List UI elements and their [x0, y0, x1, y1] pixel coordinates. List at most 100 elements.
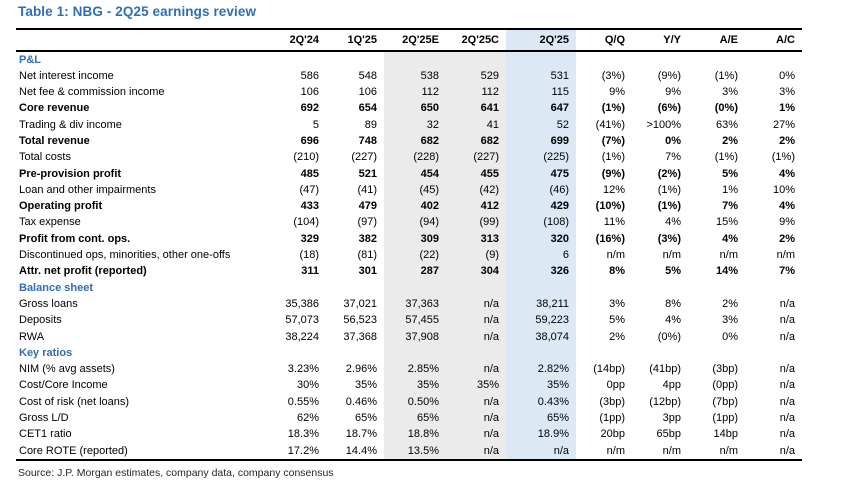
cell: (1%) — [771, 151, 795, 164]
cell: 309 — [384, 231, 446, 248]
cell: n/a — [446, 361, 506, 378]
cell: 17.2% — [266, 443, 326, 462]
cell — [384, 345, 446, 362]
cell: 485 — [300, 167, 319, 180]
row-label: Cost/Core Income — [19, 379, 108, 392]
cell: n/a — [446, 296, 506, 313]
table-body: P&L Net interest income 586 548 538 529 531 (3%… — [16, 51, 802, 462]
cell: n/a — [779, 314, 795, 327]
table-row: CET1 ratio 18.3% 18.7% 18.8% n/a 18.9% 20bp 65b… — [16, 426, 802, 444]
cell: 59,223 — [506, 312, 576, 330]
cell: (9%) — [601, 167, 625, 180]
cell: 4% — [665, 314, 681, 327]
cell: 112 — [384, 84, 446, 101]
cell: (1%) — [714, 151, 738, 164]
cell: 0% — [665, 134, 681, 147]
cell: (1%) — [714, 69, 738, 82]
table-row: Trading & div income 5 89 32 41 52 (41%) >100% 6… — [16, 117, 802, 134]
cell — [632, 51, 688, 68]
table-row: NIM (% avg assets) 3.23% 2.96% 2.85% n/a 2.82… — [16, 361, 802, 378]
cell: 9% — [779, 216, 795, 229]
row-label: Trading & div income — [19, 118, 122, 131]
cell: n/a — [779, 297, 795, 310]
cell: 7% — [722, 200, 738, 213]
row-label: Deposits — [19, 314, 62, 327]
cell: 18.8% — [384, 426, 446, 444]
row-label: Gross L/D — [19, 412, 69, 425]
cell: >100% — [646, 118, 681, 131]
cell: 5% — [722, 167, 738, 180]
table-row: Core revenue 692 654 650 641 647 (1%) (6%) (0%) 1… — [16, 100, 802, 118]
cell: n/a — [446, 443, 506, 462]
cell: (22) — [384, 247, 446, 264]
cell: (3bp) — [712, 363, 738, 376]
row-label: Profit from cont. ops. — [19, 232, 131, 245]
cell: n/a — [446, 394, 506, 411]
table-row: Gross loans 35,386 37,021 37,363 n/a 38,211 3%… — [16, 296, 802, 313]
cell — [506, 280, 576, 297]
table-row: RWA 38,224 37,368 37,908 n/a 38,074 2% (0%) 0% n/… — [16, 329, 802, 346]
cell: n/a — [446, 410, 506, 427]
cell — [506, 51, 576, 69]
cell: (99) — [446, 214, 506, 232]
column-header: 1Q'25 — [326, 28, 384, 52]
row-label: Core revenue — [19, 102, 90, 115]
cell: 18.7% — [345, 428, 377, 441]
column-header: 2Q'24 — [266, 28, 326, 52]
cell — [326, 280, 384, 296]
table-row: Operating profit 433 479 402 412 429 (10%) (1%)… — [16, 198, 802, 215]
cell: 479 — [358, 200, 377, 213]
cell: n/m — [688, 443, 745, 462]
cell: (41) — [357, 183, 377, 196]
cell: (1pp) — [599, 412, 625, 425]
cell: (14bp) — [593, 363, 625, 376]
cell: 18.3% — [287, 428, 319, 441]
cell: (0%) — [714, 102, 738, 115]
cell: 14bp — [713, 428, 738, 441]
column-header: A/C — [745, 28, 802, 52]
table-row: Deposits 57,073 56,523 57,455 n/a 59,223 5% 4% 3… — [16, 312, 802, 330]
cell: 454 — [384, 166, 446, 183]
column-header: 2Q'25 — [506, 28, 576, 52]
cell: 412 — [446, 198, 506, 215]
cell: (2%) — [657, 167, 681, 180]
cell: 9% — [609, 86, 625, 99]
cell: 5 — [312, 118, 319, 131]
cell: 32 — [384, 117, 446, 134]
cell: 1% — [722, 183, 738, 196]
cell: (3%) — [601, 69, 625, 82]
cell: n/m — [576, 443, 632, 462]
cell: 329 — [300, 232, 319, 245]
cell: (9) — [446, 247, 506, 264]
cell: 0.46% — [345, 395, 377, 408]
cell: n/a — [446, 426, 506, 444]
cell: 320 — [506, 231, 576, 248]
cell: 0.55% — [287, 395, 319, 408]
cell: 35% — [446, 377, 506, 395]
table-row: Net fee & commission income 106 106 112 112 1… — [16, 84, 802, 101]
cell: 37,363 — [384, 296, 446, 313]
cell: 4% — [779, 200, 795, 213]
cell — [688, 345, 745, 361]
cell: (1%) — [657, 183, 681, 196]
cell: 0% — [722, 330, 738, 343]
cell: 3% — [779, 86, 795, 99]
cell: (18) — [299, 249, 319, 262]
cell — [384, 51, 446, 69]
cell: 3% — [722, 86, 738, 99]
cell: n/a — [446, 329, 506, 346]
cell: (1pp) — [712, 412, 738, 425]
row-label: Net fee & commission income — [19, 86, 165, 99]
cell: (46) — [506, 182, 576, 199]
cell: n/m — [632, 443, 688, 462]
cell: 692 — [300, 102, 319, 115]
row-label: Cost of risk (net loans) — [19, 395, 130, 408]
cell: 41 — [446, 117, 506, 134]
cell: 15% — [715, 216, 738, 229]
cell: (0%) — [657, 330, 681, 343]
column-header: 2Q'25E — [384, 28, 446, 52]
cell: 0% — [779, 69, 795, 82]
section-row: Balance sheet — [16, 280, 802, 297]
cell: 65% — [354, 412, 377, 425]
cell: 38,211 — [506, 296, 576, 313]
